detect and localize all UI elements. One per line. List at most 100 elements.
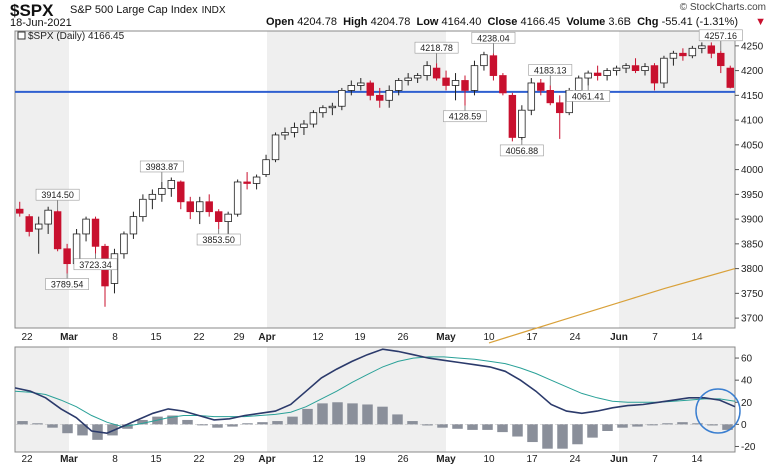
macd-histogram-bar [452, 424, 463, 429]
price-month-band [267, 31, 446, 328]
macd-month-band [15, 347, 69, 452]
macd-y-tick-label: -20 [741, 442, 756, 453]
candle [413, 73, 422, 83]
macd-histogram-bar [287, 416, 298, 425]
price-y-tick-label: 3850 [741, 239, 764, 250]
annotation-box [139, 160, 184, 173]
candle-body [91, 218, 100, 247]
price-y-tick-label: 4100 [741, 116, 764, 127]
macd-histogram-bar [17, 421, 28, 425]
macd-histogram-bar [62, 424, 73, 434]
annotation-label: 3853.50 [202, 235, 235, 245]
close-value: 4166.45 [520, 16, 561, 28]
candle-body [224, 213, 232, 222]
annotation-label: 4128.59 [449, 112, 482, 122]
candle-body [556, 102, 564, 114]
candle [688, 45, 697, 59]
candle-body [25, 216, 33, 232]
macd-signal-line [14, 356, 736, 428]
annotation-box [499, 144, 544, 157]
macd-histogram-bar [242, 423, 253, 425]
macd-histogram-bar [482, 424, 493, 430]
annotation-label: 4056.88 [506, 146, 539, 156]
annotation-box [471, 31, 516, 44]
candle-body [584, 72, 592, 79]
price-x-tick-label: 12 [312, 332, 324, 343]
macd-x-tick-label: 29 [233, 454, 245, 465]
ohlc-readout: Open 4204.78 High 4204.78 Low 4164.40 Cl… [266, 16, 738, 28]
candle-body [53, 211, 62, 250]
macd-histogram-bar [107, 424, 118, 436]
macd-histogram-bar [497, 424, 508, 433]
macd-histogram-bar [512, 424, 523, 437]
macd-histogram-bar [32, 423, 43, 425]
candle [707, 42, 716, 59]
candle [186, 196, 194, 220]
price-y-tick-label: 4150 [741, 91, 764, 102]
candle-body [499, 75, 507, 94]
chg-label: Chg [637, 16, 659, 28]
chg-arrow-icon: ▼ [755, 16, 766, 28]
macd-x-tick-label: May [436, 454, 456, 465]
candle [423, 61, 431, 81]
price-y-tick-label: 4250 [741, 41, 764, 52]
macd-histogram-bar [527, 424, 538, 443]
candle-body [546, 90, 554, 104]
macd-histogram-bar [557, 424, 568, 449]
volume-label: Volume [566, 16, 606, 28]
annotation-box [45, 278, 90, 290]
macd-histogram-bar [422, 424, 433, 426]
price-y-tick-label: 3750 [741, 289, 764, 300]
candle [158, 181, 166, 202]
candle-body [432, 67, 441, 79]
price-panel-border [14, 30, 736, 329]
price-annotation: 3723.34 [73, 253, 118, 271]
candle [53, 210, 62, 252]
macd-y-tick-label: 0 [741, 420, 747, 431]
macd-histogram-bar [77, 424, 88, 436]
macd-histogram-bar [302, 408, 313, 425]
price-y-tick-label: 3900 [741, 215, 764, 226]
macd-histogram-bar [137, 419, 148, 425]
open-value: 4204.78 [297, 16, 337, 28]
macd-x-tick-label: 22 [193, 454, 205, 465]
candle-body [347, 85, 356, 91]
macd-histogram-bar [47, 424, 58, 428]
annotation-label: 3914.50 [41, 190, 74, 200]
macd-histogram-bar [602, 424, 613, 431]
price-annotation: 3914.50 [35, 188, 80, 211]
candle-body [669, 52, 678, 59]
macd-x-tick-label: 19 [354, 454, 366, 465]
macd-histogram-bar [467, 424, 478, 430]
highlight-circle [695, 388, 741, 434]
macd-x-tick-label: Apr [258, 454, 275, 465]
macd-histogram-bar [407, 421, 418, 425]
price-x-tick-label: 24 [569, 332, 581, 343]
macd-x-tick-label: 15 [150, 454, 162, 465]
candle [63, 243, 71, 274]
price-x-tick-label: 8 [112, 332, 118, 343]
candle-body [300, 123, 308, 128]
quote-date: 18-Jun-2021 [10, 17, 72, 29]
candle-body [688, 47, 697, 57]
low-value: 4164.40 [441, 16, 482, 28]
moving-average-line [488, 268, 736, 344]
candle [451, 73, 460, 101]
macd-histogram-bar [347, 403, 358, 425]
price-y-tick-label: 4000 [741, 165, 764, 176]
macd-x-tick-label: 10 [483, 454, 495, 465]
price-y-tick-label: 3700 [741, 314, 764, 325]
candle [16, 201, 24, 217]
annotation-label: 3983.87 [146, 162, 179, 172]
high-label: High [343, 16, 368, 28]
candle-body [139, 198, 147, 218]
candle [489, 53, 498, 81]
macd-histogram-bar [212, 424, 223, 428]
candle [271, 132, 280, 163]
candle-body [196, 201, 204, 213]
annotation-label: 4218.78 [420, 43, 453, 53]
price-y-tick-label: 4200 [741, 66, 764, 77]
candle [499, 73, 507, 96]
candle-body [167, 180, 176, 189]
